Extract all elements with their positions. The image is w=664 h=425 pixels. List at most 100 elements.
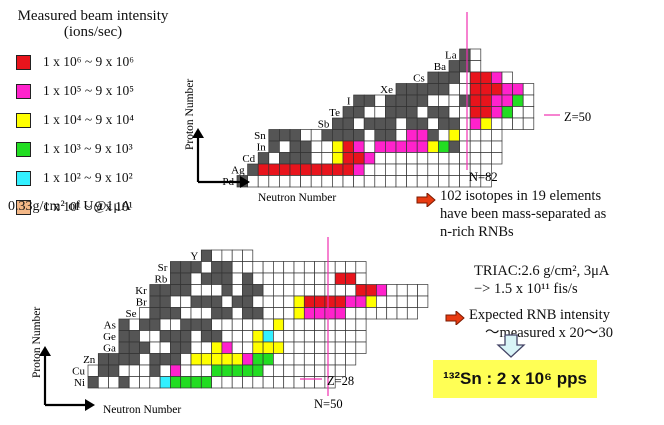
nuclide-cell bbox=[231, 341, 243, 354]
nuclide-cell bbox=[321, 175, 333, 188]
nuclide-cell bbox=[342, 175, 354, 188]
nuclide-cell bbox=[211, 307, 223, 320]
nuclide-cell bbox=[363, 106, 376, 119]
triac-line-1: TRIAC:2.6 g/cm², 3μA bbox=[474, 263, 610, 279]
nuclide-cell bbox=[231, 307, 243, 320]
isotopes-line-3: n-rich RNBs bbox=[440, 224, 514, 240]
nuclide-cell bbox=[314, 307, 326, 320]
nuclide-cell bbox=[374, 140, 386, 153]
nuclide-cell bbox=[252, 341, 264, 354]
nuclide-cell bbox=[221, 284, 233, 297]
element-label: Rb bbox=[155, 274, 168, 286]
triac-note: TRIAC:2.6 g/cm², 3μA −> 1.5 x 10¹¹ fis/s bbox=[474, 262, 609, 298]
nuclide-cell bbox=[353, 152, 365, 165]
nuclide-cell bbox=[200, 249, 212, 262]
nuclide-cell bbox=[268, 175, 280, 188]
expected-line-1: Expected RNB intensity bbox=[469, 307, 610, 323]
nuclide-cell bbox=[221, 307, 233, 320]
nuclide-cell bbox=[180, 376, 192, 389]
nuclide-cell bbox=[417, 295, 429, 308]
nuclide-cell bbox=[231, 364, 243, 377]
nuclide-cell bbox=[211, 295, 223, 308]
nuclide-cell bbox=[211, 341, 223, 354]
nuclide-cell bbox=[180, 364, 192, 377]
nuclide-cell bbox=[332, 175, 344, 188]
nuclide-cell bbox=[283, 330, 295, 343]
nuclide-cell bbox=[459, 94, 471, 107]
nuclide-cell bbox=[242, 249, 254, 262]
nuclide-cell bbox=[303, 307, 315, 320]
nuclide-cell bbox=[321, 140, 333, 153]
nuclide-cell bbox=[221, 249, 233, 262]
nuclide-cell bbox=[200, 307, 212, 320]
nuclide-cell bbox=[252, 353, 264, 366]
nuclide-cell bbox=[438, 140, 450, 153]
nuclide-cell bbox=[345, 261, 357, 274]
nuclide-cell bbox=[438, 163, 450, 176]
nuclide-cell bbox=[522, 106, 535, 119]
result-box: ¹³²Sn : 2 x 10⁶ pps bbox=[433, 360, 597, 398]
nuclide-cell bbox=[118, 376, 130, 389]
nuclide-cell bbox=[180, 272, 192, 285]
nuclide-cell bbox=[231, 284, 243, 297]
nuclide-cell bbox=[314, 364, 326, 377]
nuclide-cell bbox=[416, 140, 429, 153]
nuclide-cell bbox=[385, 117, 397, 130]
nuclide-cell bbox=[242, 364, 254, 377]
nuclide-cell bbox=[395, 106, 407, 119]
nuclide-cell bbox=[283, 261, 295, 274]
nuclide-cell bbox=[273, 376, 285, 389]
nuclide-cell bbox=[108, 364, 120, 377]
legend-title: Measured beam intensity (ions/sec) bbox=[8, 8, 178, 40]
nuclide-cell bbox=[448, 83, 460, 96]
nuclide-cell bbox=[345, 307, 357, 320]
nuclide-cell bbox=[139, 318, 151, 331]
nuclide-cell bbox=[87, 376, 99, 389]
nuclide-cell bbox=[395, 129, 407, 142]
element-label: Sb bbox=[318, 119, 330, 131]
nuclide-cell bbox=[257, 152, 270, 165]
nuclide-cell bbox=[314, 261, 326, 274]
nuclide-cell bbox=[459, 117, 471, 130]
nuclide-cell bbox=[303, 295, 315, 308]
nuclide-cell bbox=[268, 163, 280, 176]
expected-note: Expected RNB intensity ～measured x 20～30 bbox=[469, 306, 613, 342]
nuclide-cell bbox=[459, 83, 471, 96]
nuclide-cell bbox=[480, 175, 492, 188]
nuclide-cell bbox=[190, 318, 202, 331]
legend-item: 1 x 10⁶ ~ 9 x 10⁶ bbox=[16, 52, 134, 72]
element-label: As bbox=[104, 320, 116, 332]
down-arrow-icon bbox=[496, 334, 526, 358]
nuclide-cell bbox=[159, 295, 171, 308]
nuclide-cell bbox=[396, 307, 408, 320]
nuclide-cell bbox=[139, 330, 151, 343]
nuclide-cell bbox=[363, 94, 376, 107]
nuclide-cell bbox=[190, 376, 202, 389]
nuclide-cell bbox=[87, 364, 99, 377]
nuclide-cell bbox=[469, 117, 482, 130]
nuclide-cell bbox=[200, 318, 212, 331]
nuclide-cell bbox=[374, 152, 386, 165]
nuclide-cell bbox=[242, 307, 254, 320]
nuclide-cell bbox=[293, 376, 305, 389]
nuclide-cell bbox=[231, 353, 243, 366]
nuclide-cell bbox=[252, 364, 264, 377]
nuclide-cell bbox=[406, 284, 418, 297]
nuclide-cell bbox=[406, 152, 418, 165]
nuclide-cell bbox=[324, 272, 336, 285]
nuclide-cell bbox=[469, 71, 482, 84]
nuclide-cell bbox=[252, 330, 264, 343]
nuclide-cell bbox=[221, 272, 233, 285]
nuclide-cell bbox=[310, 129, 323, 142]
element-label: In bbox=[257, 142, 267, 154]
target-thickness: 0.33g/cm² of U@1μA bbox=[8, 199, 131, 214]
nuclide-cell bbox=[355, 295, 367, 308]
nuclide-cell bbox=[293, 341, 305, 354]
nuclide-cell bbox=[211, 272, 223, 285]
nuclide-cell bbox=[314, 330, 326, 343]
nuclide-cell bbox=[406, 140, 418, 153]
nuclide-cell bbox=[448, 60, 460, 73]
nuclide-cell bbox=[459, 152, 471, 165]
nuclide-cell bbox=[262, 295, 274, 308]
nuclide-cell bbox=[363, 129, 376, 142]
